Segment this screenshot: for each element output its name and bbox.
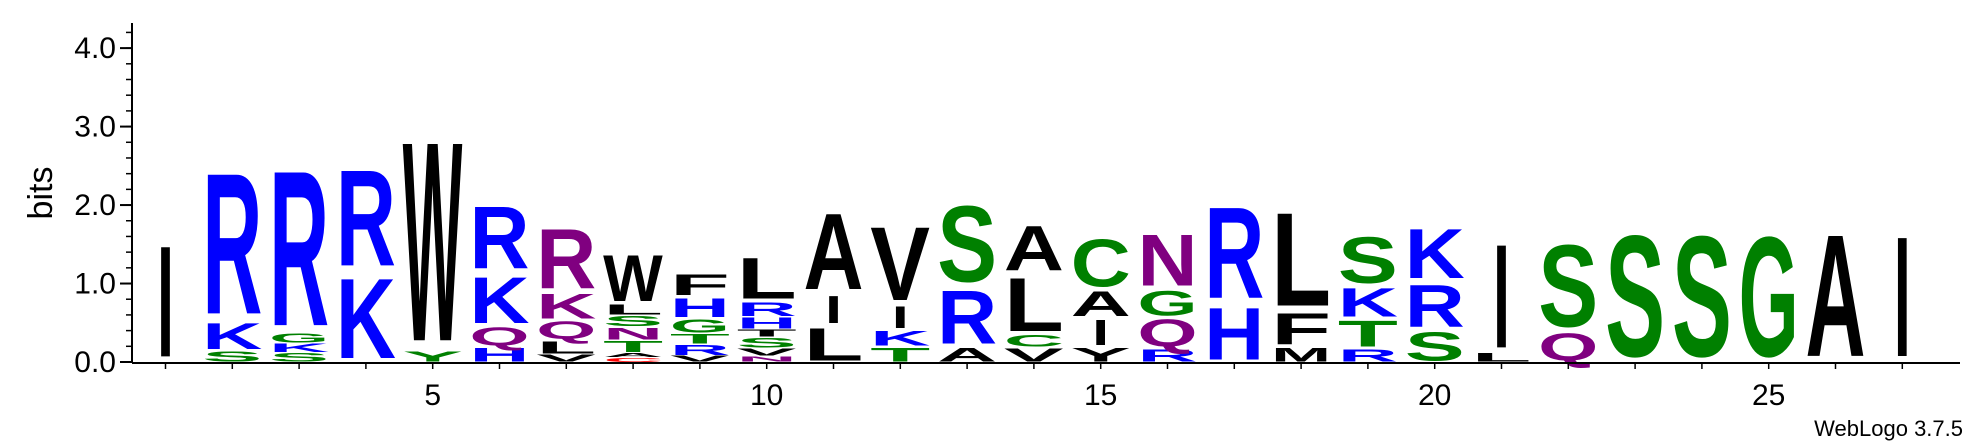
logo-glyph: R xyxy=(269,125,329,373)
position-stack: HR xyxy=(1204,181,1264,375)
y-tick-label: 3.0 xyxy=(74,111,116,144)
y-tick-label: 1.0 xyxy=(74,268,116,301)
position-stack: SKR xyxy=(202,132,262,365)
logo-glyph: F xyxy=(670,269,730,302)
logo-glyph: L xyxy=(1271,185,1331,334)
logo-glyph: I xyxy=(1493,214,1510,379)
x-tick-label: 15 xyxy=(1084,379,1117,412)
logo-glyph: R xyxy=(202,132,262,357)
position-stack: LIA xyxy=(804,190,864,371)
x-tick-label: 20 xyxy=(1418,379,1451,412)
y-axis-title: bits xyxy=(22,167,60,220)
logo-glyph: K xyxy=(1405,215,1465,293)
logo-glyph: S xyxy=(1338,223,1398,297)
weblogo-credit: WebLogo 3.7.5 xyxy=(1814,416,1963,441)
logo-glyph: A xyxy=(804,190,864,313)
x-tick-label: 5 xyxy=(424,379,441,412)
logo-glyph: A xyxy=(1004,212,1064,284)
position-stack: LI xyxy=(1472,214,1532,379)
x-tick-label: 25 xyxy=(1752,379,1785,412)
x-tick-label: 10 xyxy=(750,379,783,412)
logo-glyph: S xyxy=(937,184,997,305)
logo-glyph: V xyxy=(870,206,930,323)
logo-glyph: N xyxy=(1138,219,1198,301)
y-tick-label: 4.0 xyxy=(74,32,116,65)
position-stack: MFL xyxy=(1271,185,1331,366)
position-stack: KR xyxy=(336,142,396,383)
logo-glyph: W xyxy=(603,240,663,315)
y-tick-label: 2.0 xyxy=(74,189,116,222)
y-tick-label: 0.0 xyxy=(74,346,116,379)
y-axis: 0.0 1.0 2.0 3.0 4.0 xyxy=(74,23,132,379)
logo-glyph: R xyxy=(470,189,530,289)
position-stack: SRK xyxy=(1405,215,1465,369)
logo-glyph: S xyxy=(1538,222,1598,352)
position-stack: YW xyxy=(403,82,463,401)
position-stack: VLQKR xyxy=(536,211,596,364)
position-stack: ARS xyxy=(937,184,997,365)
logo-glyph: R xyxy=(336,142,396,296)
logo-glyph: L xyxy=(737,247,797,312)
logo-glyph: R xyxy=(1204,181,1264,327)
position-stack: QS xyxy=(1538,222,1598,369)
logo-glyph: W xyxy=(403,82,463,401)
logo-glyph: C xyxy=(1071,226,1131,302)
logo-glyph: R xyxy=(536,211,596,306)
